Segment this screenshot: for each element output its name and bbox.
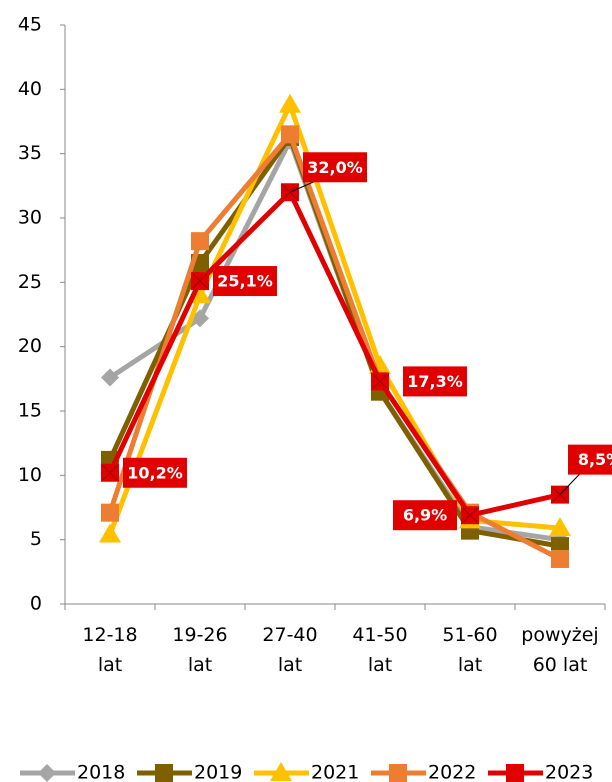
x-tick-label: 12-18 lat — [82, 624, 138, 676]
data-label-box — [303, 152, 367, 183]
marker — [279, 93, 301, 113]
marker — [101, 368, 119, 387]
marker-cross — [372, 373, 388, 389]
data-label-box — [393, 500, 457, 531]
marker — [549, 517, 571, 537]
marker — [99, 523, 121, 543]
x-tick-label: 19-26 lat — [172, 624, 228, 676]
x-tick-label: powyżej 60 lat — [521, 624, 599, 676]
data-label-box — [213, 266, 277, 297]
marker — [101, 503, 119, 522]
y-tick-label: 15 — [18, 400, 42, 422]
data-label-box — [403, 366, 467, 397]
leader-line — [289, 180, 316, 193]
leader-line — [559, 473, 581, 495]
data-label: 32,0% — [307, 158, 363, 177]
data-label-box — [568, 444, 612, 475]
marker — [281, 125, 299, 144]
marker-cross — [462, 507, 478, 523]
legend-label: 2021 — [311, 762, 359, 782]
data-label-box — [123, 457, 187, 488]
data-label: 10,2% — [127, 463, 183, 482]
y-tick-label: 45 — [18, 14, 42, 36]
y-tick-label: 35 — [18, 142, 42, 164]
marker — [191, 232, 209, 251]
marker — [38, 764, 56, 782]
marker-cross — [192, 273, 208, 289]
marker — [270, 762, 292, 781]
y-tick-label: 0 — [30, 593, 42, 615]
legend-label: 2018 — [77, 762, 125, 782]
x-tick-label: 51-60 lat — [442, 624, 498, 676]
data-label: 6,9% — [403, 506, 447, 525]
y-tick-label: 5 — [30, 528, 42, 550]
legend-label: 2019 — [194, 762, 242, 782]
y-tick-label: 30 — [18, 207, 42, 229]
x-tick-label: 41-50 lat — [352, 624, 408, 676]
marker — [389, 764, 407, 782]
data-label: 8,5% — [578, 450, 612, 469]
marker-cross — [282, 184, 298, 200]
y-tick-label: 25 — [18, 271, 42, 293]
marker — [551, 549, 569, 568]
x-tick-label: 27-40 lat — [262, 624, 318, 676]
marker-cross — [102, 465, 118, 481]
y-tick-label: 40 — [18, 78, 42, 100]
marker — [155, 764, 173, 782]
data-label: 17,3% — [407, 372, 463, 391]
series-line — [107, 189, 561, 518]
y-tick-label: 10 — [18, 464, 42, 486]
y-tick-label: 20 — [18, 335, 42, 357]
series-line — [107, 131, 562, 562]
legend-label: 2022 — [428, 762, 476, 782]
marker — [506, 764, 524, 782]
data-label: 25,1% — [217, 272, 273, 291]
legend-label: 2023 — [545, 762, 593, 782]
